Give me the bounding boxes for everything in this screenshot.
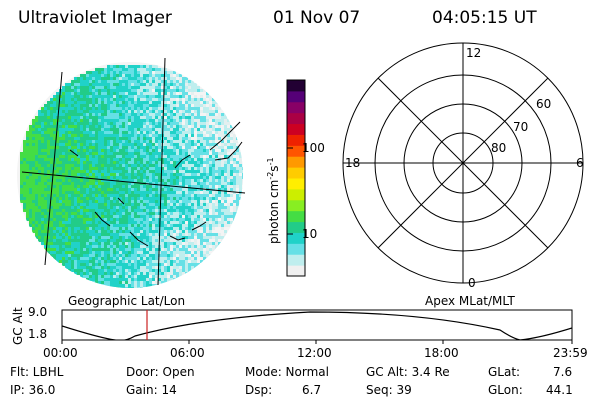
- geographic-map-label: Geographic Lat/Lon: [68, 294, 186, 308]
- mlt-label-12: 12: [466, 46, 482, 60]
- mlt-label-0: 0: [468, 276, 476, 290]
- mlat-label-80: 80: [491, 141, 507, 155]
- info-dsp-label: Dsp:: [245, 383, 273, 397]
- altitude-xtick-2359: 23:59: [553, 346, 588, 360]
- colorbar-tick-label-100: 100: [302, 141, 325, 155]
- altitude-xtick-0600: 06:00: [170, 346, 205, 360]
- info-glon-label: GLon:: [488, 383, 523, 397]
- colorbar-frame: [286, 79, 306, 277]
- info-ip: IP: 36.0: [10, 383, 56, 397]
- info-seq: Seq: 39: [366, 383, 412, 397]
- altitude-xtick-0000: 00:00: [43, 346, 78, 360]
- altitude-xtick-1200: 12:00: [297, 346, 332, 360]
- info-dsp-value: 6.7: [302, 383, 322, 397]
- colorbar: [287, 80, 305, 277]
- altitude-curve: [62, 311, 572, 340]
- coastline-dashes: [69, 121, 243, 247]
- altitude-ytick-high: 9.0: [28, 305, 48, 319]
- mlat-mlt-polar-grid: [342, 42, 584, 284]
- info-glat-value: 7.6: [553, 365, 573, 379]
- info-door: Door: Open: [126, 365, 195, 379]
- mlat-label-60: 60: [536, 97, 552, 111]
- colorbar-tick-label-10: 10: [302, 227, 318, 241]
- info-glon-value: 44.1: [546, 383, 573, 397]
- info-gain: Gain: 14: [126, 383, 177, 397]
- altitude-plot-frame: [61, 309, 573, 341]
- mlt-label-6: 6: [576, 156, 584, 170]
- altitude-xtick-1800: 18:00: [424, 346, 459, 360]
- geographic-grid-lines: [21, 57, 246, 286]
- date-label: 01 Nov 07: [273, 8, 361, 28]
- altitude-xticks: [61, 340, 573, 344]
- mlat-label-70: 70: [513, 120, 529, 134]
- colorbar-units-label: photon cm-2s-1: [266, 157, 281, 244]
- altitude-ytick-low: 1.8: [28, 327, 48, 341]
- altitude-ylabel: GC Alt: [11, 307, 25, 345]
- instrument-title: Ultraviolet Imager: [18, 8, 172, 28]
- info-gc-alt: GC Alt: 3.4 Re: [366, 365, 450, 379]
- info-mode: Mode: Normal: [245, 365, 329, 379]
- mlt-label-18: 18: [345, 156, 361, 170]
- time-label: 04:05:15 UT: [432, 8, 537, 28]
- info-glat-label: GLat:: [488, 365, 521, 379]
- info-filter: Flt: LBHL: [10, 365, 64, 379]
- apex-map-label: Apex MLat/MLT: [425, 294, 515, 308]
